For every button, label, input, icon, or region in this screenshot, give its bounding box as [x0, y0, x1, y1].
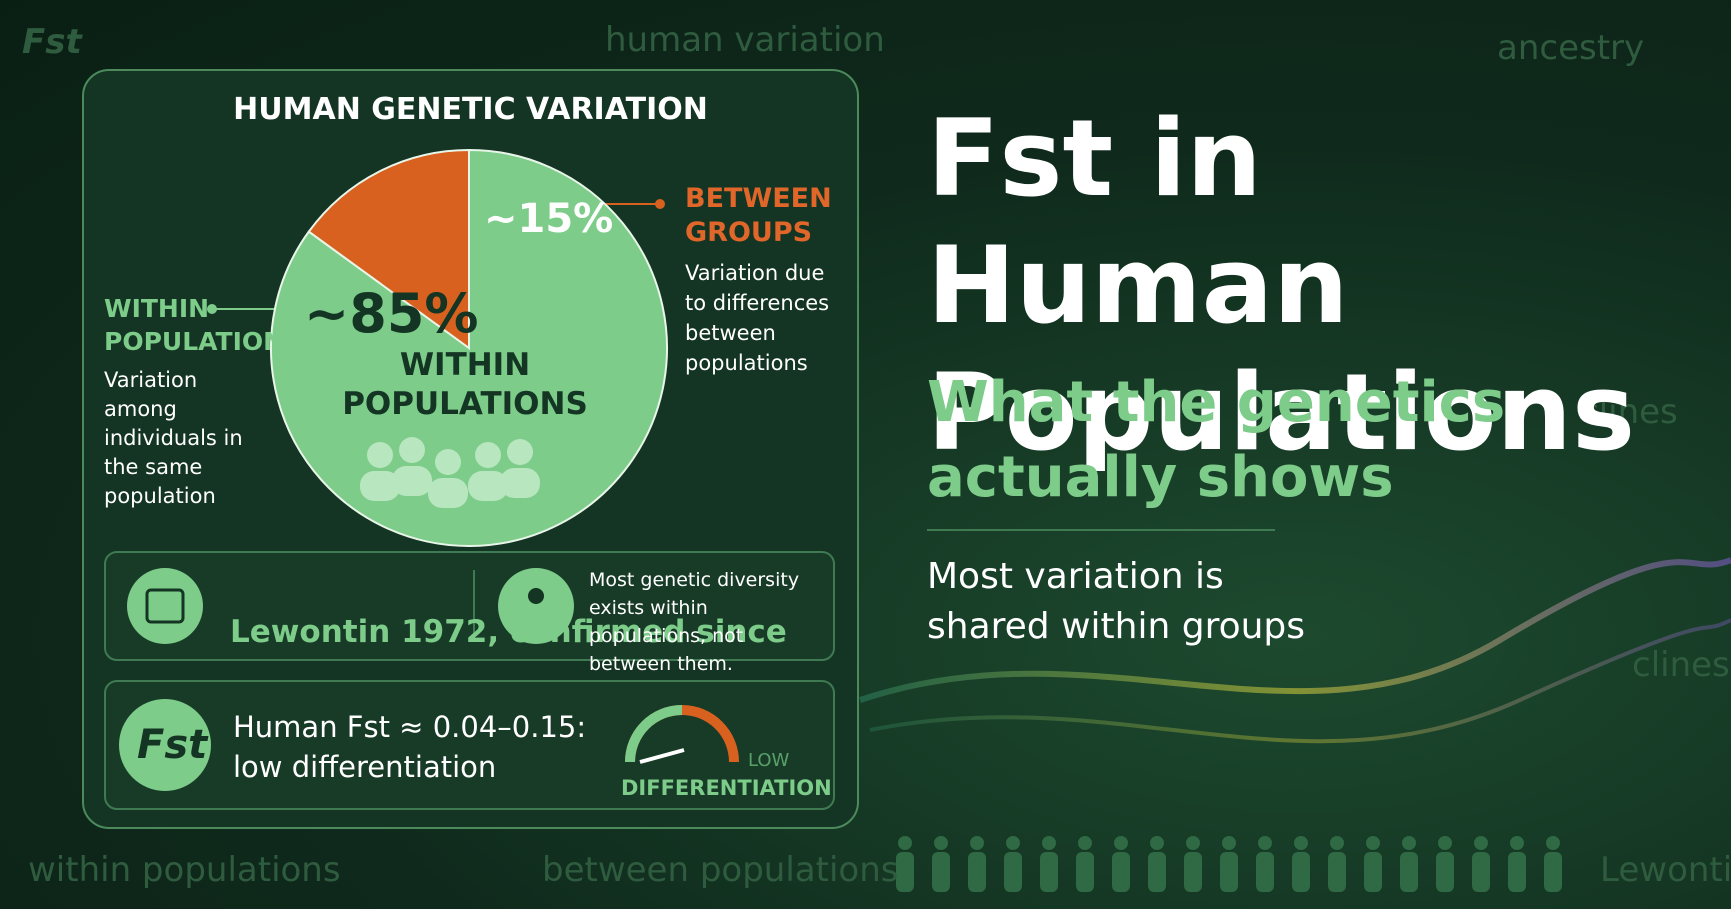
bg-word: Lewontin [1600, 850, 1731, 890]
category-label: WITHIN POPULATIONS [342, 347, 588, 422]
person-icon [507, 439, 533, 465]
value-label: ~15% [484, 196, 614, 242]
person-silhouette [932, 852, 950, 892]
person-icon [399, 437, 425, 463]
fst-text: low differentiation [233, 750, 497, 784]
gauge-label: DIFFERENTIATION [621, 776, 832, 800]
person-silhouette [1256, 852, 1274, 892]
fst-icon: Fst [137, 722, 208, 768]
person-silhouette [970, 836, 984, 850]
person-silhouette [1400, 852, 1418, 892]
person-silhouette [1474, 836, 1488, 850]
person-silhouette [1114, 836, 1128, 850]
fact-box [104, 551, 835, 661]
people-icon [498, 568, 574, 644]
person-silhouette [1294, 836, 1308, 850]
leader-dot [655, 199, 665, 209]
person-silhouette [1364, 852, 1382, 892]
bg-word: clines [1580, 392, 1678, 432]
gauge-label: LOW [748, 750, 790, 771]
person-icon [475, 442, 501, 468]
person-silhouette [1546, 836, 1560, 850]
fst-box [104, 680, 835, 810]
person-silhouette [1076, 852, 1094, 892]
person-silhouette [1222, 836, 1236, 850]
person-silhouette [1510, 836, 1524, 850]
person-silhouette [1150, 836, 1164, 850]
person-silhouette [1148, 852, 1166, 892]
person-silhouette [968, 852, 986, 892]
person-silhouette [1472, 852, 1490, 892]
annotation-text: Variation due to differences between pop… [685, 261, 830, 375]
headline: Fst in Human Populations [927, 97, 1636, 474]
person-icon [468, 471, 508, 501]
fst-icon-bg [119, 699, 211, 791]
bg-word: between populations [542, 850, 899, 890]
person-silhouette [1186, 836, 1200, 850]
person-silhouette [1330, 836, 1344, 850]
person-icon [500, 468, 540, 498]
person-silhouette [898, 836, 912, 850]
decor-wave [859, 557, 1731, 703]
fst-text: Human Fst ≈ 0.04–0.15: [233, 710, 587, 744]
person-silhouette [1040, 852, 1058, 892]
person-icon [392, 466, 432, 496]
person-silhouette [1402, 836, 1416, 850]
bg-word: Fst [22, 22, 82, 62]
person-icon [428, 478, 468, 508]
person-silhouette [1436, 852, 1454, 892]
calendar-glyph [145, 588, 185, 624]
pie-slice [307, 148, 470, 350]
person-icon [367, 442, 393, 468]
decor-wave [869, 618, 1731, 744]
person-silhouette [1042, 836, 1056, 850]
person-silhouette [1004, 852, 1022, 892]
person-icon [435, 449, 461, 475]
person-silhouette [1078, 836, 1092, 850]
person-silhouette [934, 836, 948, 850]
gauge [625, 705, 683, 763]
bg-word: within populations [28, 850, 341, 890]
person-silhouette [1328, 852, 1346, 892]
tagline: Most variation is shared within groups [927, 556, 1306, 647]
person-silhouette [1220, 852, 1238, 892]
chart-title: HUMAN GENETIC VARIATION [233, 92, 708, 127]
annotation-text: Variation among individuals in the same … [104, 368, 243, 508]
calendar-icon [127, 568, 203, 644]
gauge-needle [639, 748, 685, 764]
subtitle: What the genetics actually shows [927, 370, 1506, 510]
person-silhouette [1006, 836, 1020, 850]
person-silhouette [1184, 852, 1202, 892]
bg-word: human variation [605, 20, 885, 60]
person-silhouette [1292, 852, 1310, 892]
person-silhouette [1366, 836, 1380, 850]
person-silhouette [1508, 852, 1526, 892]
people-glyph [528, 588, 544, 604]
person-silhouette [1112, 852, 1130, 892]
bg-word: ancestry [1497, 28, 1645, 68]
person-silhouette [1544, 852, 1562, 892]
category-label: BETWEEN GROUPS [685, 183, 832, 248]
person-silhouette [896, 852, 914, 892]
person-silhouette [1258, 836, 1272, 850]
fact: Lewontin 1972, confirmed since [230, 614, 787, 650]
value-label: ~85% [304, 282, 479, 345]
annotation-title: WITHIN POPULATIONS [104, 294, 303, 356]
person-icon [360, 471, 400, 501]
person-silhouette [1438, 836, 1452, 850]
fact: Most genetic diversity exists within pop… [589, 569, 800, 675]
bg-word: clines [1632, 645, 1730, 685]
leader-dot [207, 304, 217, 314]
